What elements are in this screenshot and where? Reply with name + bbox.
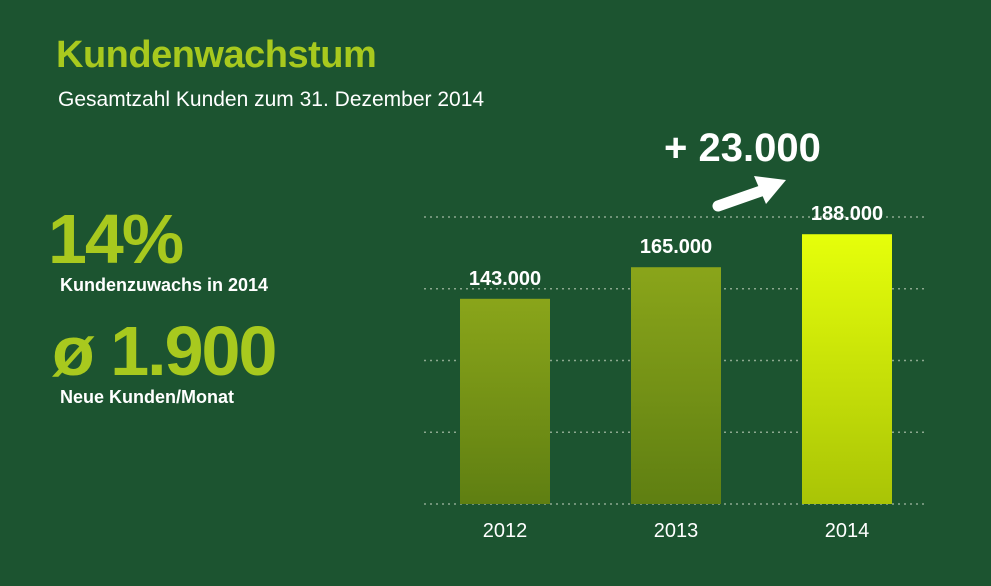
bar-2013: [631, 267, 721, 504]
bar-2012: [460, 298, 550, 504]
page-subtitle: Gesamtzahl Kunden zum 31. Dezember 2014: [58, 88, 485, 111]
growth-annotation-label: + 23.000: [664, 126, 821, 170]
kpi-monthly-new-customers: ø 1.900: [52, 312, 277, 390]
kpi-growth-percent: 14%: [48, 200, 184, 278]
bar-value-label: 188.000: [811, 203, 883, 225]
bar-value-label: 143.000: [469, 268, 541, 290]
bar-value-label: 165.000: [640, 236, 712, 258]
x-tick-label: 2014: [825, 520, 870, 542]
kpi-monthly-label: Neue Kunden/Monat: [60, 387, 234, 407]
growth-arrow-icon: [712, 176, 786, 212]
kpi-growth-label: Kundenzuwachs in 2014: [60, 275, 269, 295]
x-tick-label: 2012: [483, 520, 528, 542]
bar-2014: [802, 234, 892, 504]
page-title: Kundenwachstum: [56, 34, 377, 76]
x-tick-label: 2013: [654, 520, 699, 542]
